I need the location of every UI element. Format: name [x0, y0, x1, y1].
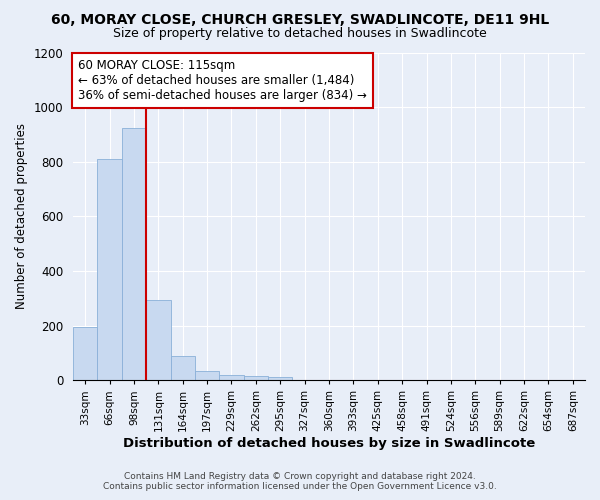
- Text: Size of property relative to detached houses in Swadlincote: Size of property relative to detached ho…: [113, 28, 487, 40]
- Bar: [146, 300, 170, 380]
- Bar: [73, 327, 97, 380]
- Bar: [97, 159, 122, 380]
- Text: 60, MORAY CLOSE, CHURCH GRESLEY, SWADLINCOTE, DE11 9HL: 60, MORAY CLOSE, CHURCH GRESLEY, SWADLIN…: [51, 12, 549, 26]
- Bar: [244, 376, 268, 380]
- Y-axis label: Number of detached properties: Number of detached properties: [15, 124, 28, 310]
- Bar: [170, 356, 195, 380]
- Text: 60 MORAY CLOSE: 115sqm
← 63% of detached houses are smaller (1,484)
36% of semi-: 60 MORAY CLOSE: 115sqm ← 63% of detached…: [78, 59, 367, 102]
- Bar: [195, 370, 220, 380]
- Bar: [122, 128, 146, 380]
- Text: Contains HM Land Registry data © Crown copyright and database right 2024.
Contai: Contains HM Land Registry data © Crown c…: [103, 472, 497, 491]
- Bar: [220, 375, 244, 380]
- X-axis label: Distribution of detached houses by size in Swadlincote: Distribution of detached houses by size …: [123, 437, 535, 450]
- Bar: [268, 377, 292, 380]
